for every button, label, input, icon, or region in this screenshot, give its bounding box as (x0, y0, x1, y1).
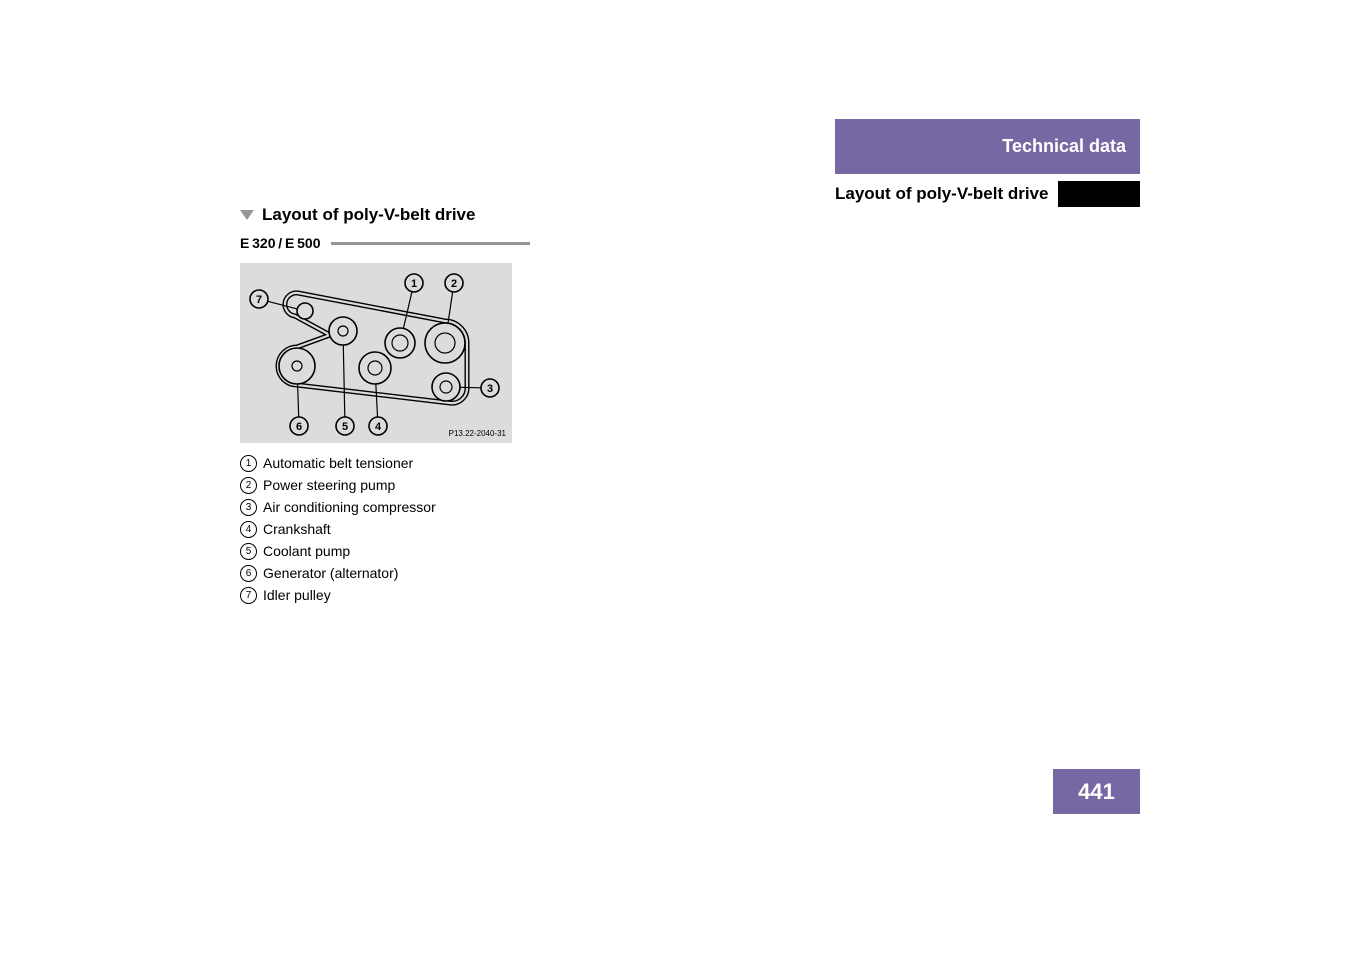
svg-text:2: 2 (451, 278, 457, 290)
legend-label: Air conditioning compressor (263, 497, 436, 518)
svg-text:5: 5 (342, 421, 348, 433)
black-tab (1058, 181, 1140, 207)
legend-item: 7 Idler pulley (240, 585, 530, 606)
triangle-down-icon (240, 210, 254, 220)
diagram-code: P13.22-2040-31 (449, 429, 506, 438)
legend-item: 2 Power steering pump (240, 475, 530, 496)
model-label: E 320 / E 500 (240, 235, 321, 251)
legend-label: Generator (alternator) (263, 563, 398, 584)
legend-item: 3 Air conditioning compressor (240, 497, 530, 518)
legend-label: Automatic belt tensioner (263, 453, 413, 474)
legend-number-icon: 7 (240, 587, 257, 604)
svg-text:3: 3 (487, 383, 493, 395)
page-number-band: 441 (1053, 769, 1140, 814)
chapter-title: Technical data (1002, 136, 1126, 157)
section-header-row: Layout of poly-V-belt drive (835, 181, 1140, 207)
legend-number-icon: 4 (240, 521, 257, 538)
legend-number-icon: 6 (240, 565, 257, 582)
page-number: 441 (1078, 779, 1115, 805)
chapter-header-band: Technical data (835, 119, 1140, 174)
legend-number-icon: 5 (240, 543, 257, 560)
section-header-text: Layout of poly-V-belt drive (835, 184, 1048, 204)
legend-item: 4 Crankshaft (240, 519, 530, 540)
model-row: E 320 / E 500 (240, 235, 530, 251)
legend-item: 5 Coolant pump (240, 541, 530, 562)
legend-label: Coolant pump (263, 541, 350, 562)
legend-item: 6 Generator (alternator) (240, 563, 530, 584)
belt-diagram: 1 2 3 4 5 6 7 P13.22-2040-31 (240, 263, 512, 443)
model-rule (331, 242, 531, 245)
legend-label: Crankshaft (263, 519, 331, 540)
legend-number-icon: 3 (240, 499, 257, 516)
svg-text:6: 6 (296, 421, 302, 433)
legend-number-icon: 2 (240, 477, 257, 494)
legend-number-icon: 1 (240, 455, 257, 472)
svg-text:4: 4 (375, 421, 382, 433)
content-column: Layout of poly-V-belt drive E 320 / E 50… (240, 205, 530, 607)
section-title-row: Layout of poly-V-belt drive (240, 205, 530, 225)
legend-label: Power steering pump (263, 475, 395, 496)
legend-item: 1 Automatic belt tensioner (240, 453, 530, 474)
legend-label: Idler pulley (263, 585, 331, 606)
belt-diagram-svg: 1 2 3 4 5 6 7 (240, 263, 512, 443)
svg-text:7: 7 (256, 294, 262, 306)
section-heading: Layout of poly-V-belt drive (262, 205, 475, 225)
legend: 1 Automatic belt tensioner 2 Power steering… (240, 453, 530, 606)
svg-text:1: 1 (411, 278, 417, 290)
